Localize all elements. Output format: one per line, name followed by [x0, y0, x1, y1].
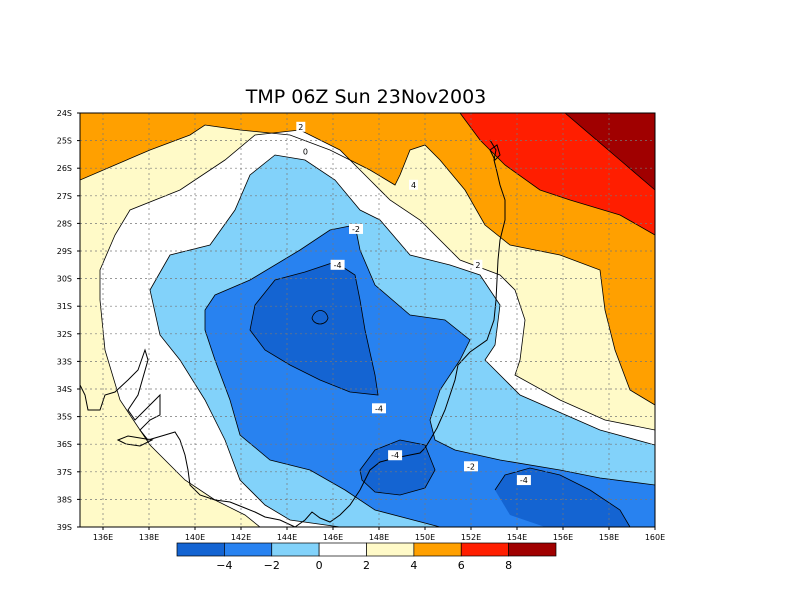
lon-tick-label: 160E: [645, 533, 665, 542]
longitude-axis: 136E 138E 140E 142E 144E 146E 148E 150E 152E 154E…: [93, 527, 665, 542]
contour-line: [564, 113, 655, 191]
contour-line: [80, 124, 655, 406]
colorbar-label: 8: [505, 559, 512, 572]
colorbar-swatch: [176, 542, 225, 557]
lat-tick-label: 28S: [57, 219, 72, 228]
colorbar-swatch: [460, 542, 509, 557]
contour-labels: 2 0 4 -2 -4 2 -4 -4 -2 -4: [296, 121, 531, 486]
colorbar-label: 6: [458, 559, 465, 572]
lat-tick-label: 24S: [57, 109, 72, 118]
contour-line: [459, 113, 655, 236]
lat-tick-label: 37S: [57, 468, 72, 477]
contour-label: 4: [411, 181, 416, 190]
contour-label: -2: [467, 462, 475, 471]
colorbar-label: 4: [410, 559, 417, 572]
lat-tick-label: 34S: [57, 385, 72, 394]
contour-line: [249, 261, 379, 396]
lat-tick-label: 33S: [57, 357, 72, 366]
lon-tick-label: 152E: [461, 533, 481, 542]
contour-label: 2: [475, 261, 480, 270]
contour-label-bg: [388, 450, 403, 461]
contour-line: [99, 129, 655, 527]
contour-label: -2: [352, 225, 360, 234]
lon-tick-label: 136E: [93, 533, 113, 542]
colorbar-swatch: [224, 542, 273, 557]
contour-line: [494, 467, 631, 527]
contour-line: [311, 310, 329, 325]
contour-label-bg: [349, 223, 363, 234]
lon-tick-label: 144E: [277, 533, 297, 542]
lat-tick-label: 31S: [57, 302, 72, 311]
lon-tick-label: 138E: [139, 533, 159, 542]
colorbar-label: −2: [264, 559, 280, 572]
lat-tick-label: 25S: [57, 137, 72, 146]
lon-tick-label: 148E: [369, 533, 389, 542]
graticule: [80, 113, 655, 527]
colorbar-label: 2: [363, 559, 370, 572]
contour-label: -4: [391, 451, 399, 460]
contour-label: -4: [334, 261, 342, 270]
latitude-axis: 24S 25S 26S 27S 28S 29S 30S 31S 32S 33S 34S 35S 36S 3…: [57, 109, 80, 532]
colorbar-swatch: [413, 542, 462, 557]
lat-tick-label: 35S: [57, 413, 72, 422]
lat-tick-label: 27S: [57, 192, 72, 201]
contour-label-bg: [409, 179, 418, 190]
contour-label-bg: [516, 475, 531, 486]
contour-label: 2: [298, 123, 303, 132]
contour-label: -4: [520, 476, 528, 485]
coastline: [80, 348, 296, 527]
contour-label-bg: [330, 259, 345, 270]
map-title: TMP 06Z Sun 23Nov2003: [245, 86, 487, 108]
coastline: [294, 139, 506, 527]
colorbar-label: −4: [216, 559, 232, 572]
colorbar-swatch: [318, 542, 367, 557]
contour-label-bg: [372, 403, 386, 414]
lon-tick-label: 150E: [415, 533, 435, 542]
shaded-temperature-field: [80, 113, 655, 527]
contour-label-bg: [296, 121, 306, 132]
contour-label: 0: [303, 148, 308, 157]
lat-tick-label: 39S: [57, 523, 72, 532]
contour-label-bg: [464, 461, 478, 472]
lon-tick-label: 154E: [507, 533, 527, 542]
contour-label: -4: [375, 404, 383, 413]
colorbar-swatch: [271, 542, 320, 557]
lat-tick-label: 30S: [57, 275, 72, 284]
lat-tick-label: 32S: [57, 330, 72, 339]
colorbar: −4 −2 0 2 4 6 8: [176, 542, 557, 572]
coastline: [489, 144, 501, 161]
colorbar-swatch: [508, 542, 557, 557]
lon-tick-label: 142E: [231, 533, 251, 542]
band-4-6: [80, 113, 655, 405]
plot-frame: [79, 112, 656, 528]
contour-line: [359, 439, 436, 496]
lon-tick-label: 156E: [553, 533, 573, 542]
lat-tick-label: 26S: [57, 164, 72, 173]
lon-tick-label: 146E: [323, 533, 343, 542]
band-above-8: [565, 113, 655, 190]
lon-tick-label: 158E: [599, 533, 619, 542]
lat-tick-label: 38S: [57, 495, 72, 504]
colorbar-label: 0: [316, 559, 323, 572]
contour-label-bg: [300, 146, 310, 157]
lon-tick-label: 140E: [185, 533, 205, 542]
lat-tick-label: 36S: [57, 440, 72, 449]
contour-label-bg: [473, 259, 483, 270]
contour-line: [149, 154, 655, 527]
colorbar-swatch: [366, 542, 415, 557]
lat-tick-label: 29S: [57, 247, 72, 256]
